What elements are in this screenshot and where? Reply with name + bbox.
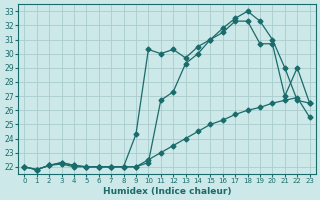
X-axis label: Humidex (Indice chaleur): Humidex (Indice chaleur) — [103, 187, 231, 196]
